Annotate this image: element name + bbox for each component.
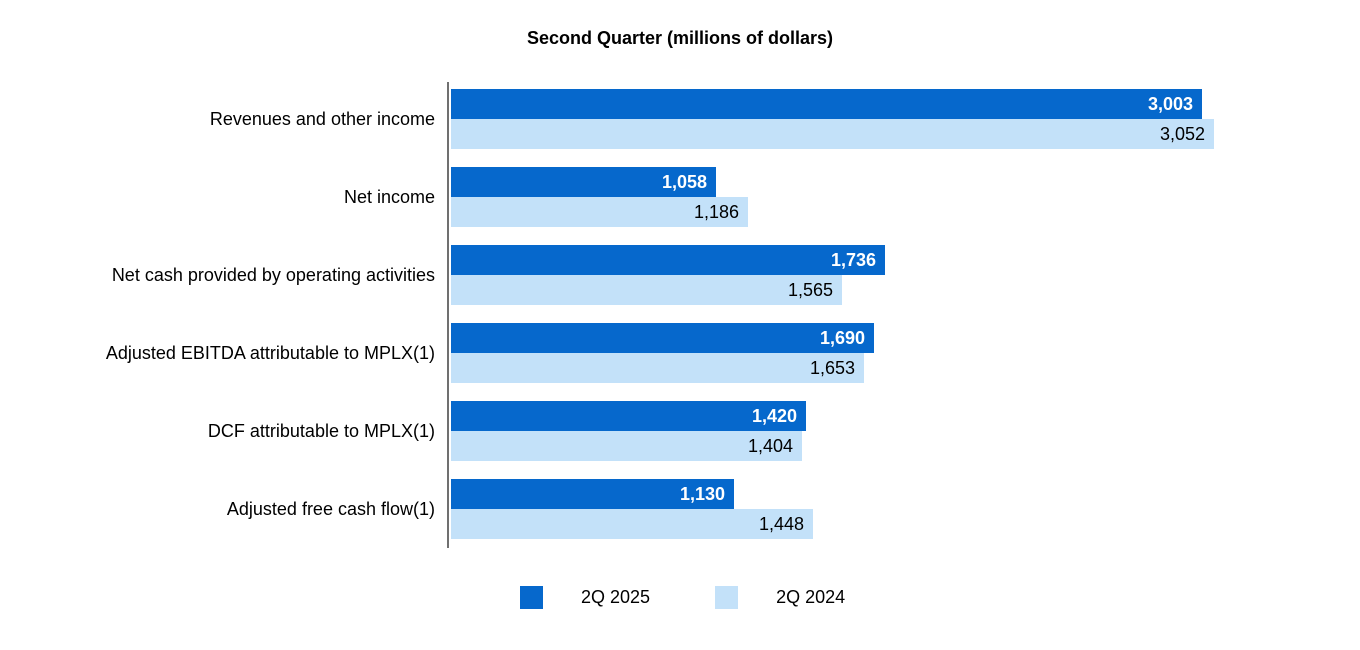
bar-2q-2025: 3,003 bbox=[451, 89, 1202, 119]
bar-value-label: 1,186 bbox=[693, 201, 739, 222]
plot-area: Revenues and other income 3,003 3,052 Net i… bbox=[0, 89, 1360, 557]
bar-group: Adjusted EBITDA attributable to MPLX(1) 1… bbox=[0, 323, 1360, 383]
bar-pair: 1,130 1,448 bbox=[451, 479, 813, 539]
legend-item-2q-2025: 2Q 2025 bbox=[520, 586, 650, 609]
bar-2q-2025: 1,690 bbox=[451, 323, 874, 353]
legend-label: 2Q 2025 bbox=[581, 587, 651, 607]
category-label: Revenues and other income bbox=[209, 108, 435, 129]
bar-group: Net income 1,058 1,186 bbox=[0, 167, 1360, 227]
bar-group: Adjusted free cash flow(1) 1,130 1,448 bbox=[0, 479, 1360, 539]
bar-2q-2024: 1,186 bbox=[451, 197, 748, 227]
bar-2q-2024: 1,404 bbox=[451, 431, 802, 461]
bar-value-label: 1,130 bbox=[679, 483, 725, 504]
y-axis-line bbox=[447, 82, 449, 548]
category-label: Adjusted free cash flow(1) bbox=[226, 498, 435, 519]
category-label: Net cash provided by operating activitie… bbox=[111, 264, 435, 285]
bar-group: DCF attributable to MPLX(1) 1,420 1,404 bbox=[0, 401, 1360, 461]
category-label: Net income bbox=[343, 186, 435, 207]
bar-pair: 1,690 1,653 bbox=[451, 323, 874, 383]
legend-item-2q-2024: 2Q 2024 bbox=[715, 586, 845, 609]
bar-2q-2025: 1,130 bbox=[451, 479, 734, 509]
bar-2q-2025: 1,736 bbox=[451, 245, 885, 275]
category-label: DCF attributable to MPLX(1) bbox=[207, 420, 435, 441]
bar-2q-2024: 1,448 bbox=[451, 509, 813, 539]
legend-swatch bbox=[520, 586, 543, 609]
bar-value-label: 3,003 bbox=[1147, 93, 1193, 114]
bar-2q-2024: 3,052 bbox=[451, 119, 1214, 149]
chart-title: Second Quarter (millions of dollars) bbox=[526, 28, 834, 48]
legend: 2Q 2025 2Q 2024 bbox=[520, 586, 910, 609]
bar-value-label: 1,736 bbox=[830, 249, 876, 270]
bar-value-label: 1,653 bbox=[809, 357, 855, 378]
bar-value-label: 1,565 bbox=[787, 279, 833, 300]
bar-value-label: 1,690 bbox=[819, 327, 865, 348]
bar-group: Net cash provided by operating activitie… bbox=[0, 245, 1360, 305]
bar-2q-2024: 1,653 bbox=[451, 353, 864, 383]
bar-value-label: 1,404 bbox=[747, 435, 793, 456]
bar-pair: 1,736 1,565 bbox=[451, 245, 885, 305]
bar-pair: 1,420 1,404 bbox=[451, 401, 806, 461]
bar-value-label: 3,052 bbox=[1159, 123, 1205, 144]
legend-swatch bbox=[715, 586, 739, 609]
bar-pair: 3,003 3,052 bbox=[451, 89, 1214, 149]
bar-pair: 1,058 1,186 bbox=[451, 167, 748, 227]
bar-2q-2024: 1,565 bbox=[451, 275, 842, 305]
bar-2q-2025: 1,420 bbox=[451, 401, 806, 431]
bar-value-label: 1,058 bbox=[661, 171, 707, 192]
bar-value-label: 1,448 bbox=[758, 513, 804, 534]
bar-value-label: 1,420 bbox=[751, 405, 797, 426]
bar-group: Revenues and other income 3,003 3,052 bbox=[0, 89, 1360, 149]
category-label: Adjusted EBITDA attributable to MPLX(1) bbox=[105, 342, 435, 363]
bar-2q-2025: 1,058 bbox=[451, 167, 716, 197]
legend-label: 2Q 2024 bbox=[776, 587, 846, 607]
